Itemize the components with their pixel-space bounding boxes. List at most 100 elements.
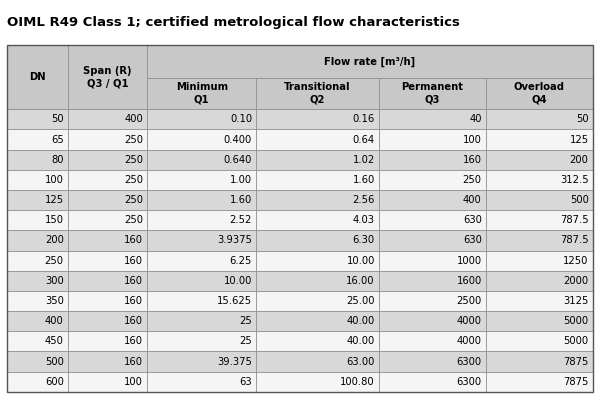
Bar xyxy=(68,150,147,170)
Text: OIML R49 Class 1; certified metrological flow characteristics: OIML R49 Class 1; certified metrological… xyxy=(7,16,460,29)
Bar xyxy=(7,291,68,311)
Bar xyxy=(256,371,379,392)
Bar xyxy=(147,331,256,352)
Bar xyxy=(486,251,593,271)
Bar xyxy=(256,78,379,109)
Bar xyxy=(147,170,256,190)
Text: 630: 630 xyxy=(463,215,482,225)
Bar xyxy=(256,190,379,210)
Bar xyxy=(486,371,593,392)
Text: 7875: 7875 xyxy=(563,357,589,367)
Bar xyxy=(7,331,68,352)
Bar xyxy=(68,331,147,352)
Bar xyxy=(7,45,68,109)
Text: 630: 630 xyxy=(463,235,482,245)
Bar xyxy=(486,352,593,371)
Bar xyxy=(486,78,593,109)
Bar xyxy=(379,190,486,210)
Bar xyxy=(486,109,593,129)
Bar xyxy=(147,352,256,371)
Text: 2000: 2000 xyxy=(563,276,589,286)
Bar xyxy=(7,170,68,190)
Text: 16.00: 16.00 xyxy=(346,276,375,286)
Text: Overload
Q4: Overload Q4 xyxy=(514,83,565,105)
Text: 65: 65 xyxy=(51,134,64,144)
Text: 250: 250 xyxy=(124,195,143,205)
Bar xyxy=(147,251,256,271)
Text: 100.80: 100.80 xyxy=(340,377,375,387)
Text: 40: 40 xyxy=(469,115,482,124)
Bar xyxy=(68,109,147,129)
Bar xyxy=(68,129,147,150)
Text: 350: 350 xyxy=(45,296,64,306)
Bar xyxy=(379,311,486,331)
Text: 0.400: 0.400 xyxy=(224,134,252,144)
Bar xyxy=(486,311,593,331)
Text: 5000: 5000 xyxy=(563,336,589,346)
Bar xyxy=(379,331,486,352)
Bar xyxy=(7,371,68,392)
Bar xyxy=(486,230,593,251)
Bar xyxy=(68,230,147,251)
Text: 2.52: 2.52 xyxy=(230,215,252,225)
Text: 400: 400 xyxy=(463,195,482,205)
Bar xyxy=(379,78,486,109)
Text: 250: 250 xyxy=(463,175,482,185)
Text: 0.640: 0.640 xyxy=(224,155,252,165)
Bar xyxy=(256,311,379,331)
Bar xyxy=(256,109,379,129)
Bar xyxy=(486,210,593,230)
Text: 4000: 4000 xyxy=(457,316,482,326)
Text: 1250: 1250 xyxy=(563,256,589,266)
Bar xyxy=(68,45,147,109)
Bar xyxy=(379,170,486,190)
Bar xyxy=(68,352,147,371)
Bar xyxy=(256,291,379,311)
Text: 50: 50 xyxy=(576,115,589,124)
Bar xyxy=(256,352,379,371)
Text: 50: 50 xyxy=(51,115,64,124)
Bar xyxy=(486,271,593,291)
Text: 200: 200 xyxy=(570,155,589,165)
Text: 1.60: 1.60 xyxy=(230,195,252,205)
Text: 80: 80 xyxy=(51,155,64,165)
Bar xyxy=(147,230,256,251)
Bar xyxy=(147,129,256,150)
Bar xyxy=(147,311,256,331)
Text: 160: 160 xyxy=(124,336,143,346)
Text: 160: 160 xyxy=(124,296,143,306)
Text: 100: 100 xyxy=(45,175,64,185)
Text: 160: 160 xyxy=(124,235,143,245)
Bar xyxy=(256,230,379,251)
Text: 6.30: 6.30 xyxy=(353,235,375,245)
Text: 100: 100 xyxy=(463,134,482,144)
Bar xyxy=(379,109,486,129)
Bar xyxy=(147,371,256,392)
Text: 2.56: 2.56 xyxy=(352,195,375,205)
Bar xyxy=(147,109,256,129)
Text: 0.10: 0.10 xyxy=(230,115,252,124)
Bar xyxy=(379,291,486,311)
Text: 450: 450 xyxy=(45,336,64,346)
Text: 6.25: 6.25 xyxy=(230,256,252,266)
Text: Minimum
Q1: Minimum Q1 xyxy=(176,83,228,105)
Bar xyxy=(147,291,256,311)
Text: 4.03: 4.03 xyxy=(353,215,375,225)
Text: 150: 150 xyxy=(44,215,64,225)
Bar xyxy=(147,45,593,78)
Text: DN: DN xyxy=(29,72,46,82)
Text: 125: 125 xyxy=(569,134,589,144)
Text: 250: 250 xyxy=(124,175,143,185)
Text: 600: 600 xyxy=(45,377,64,387)
Bar xyxy=(379,129,486,150)
Text: 125: 125 xyxy=(44,195,64,205)
Bar xyxy=(7,150,68,170)
Bar xyxy=(256,331,379,352)
Text: 160: 160 xyxy=(124,357,143,367)
Bar xyxy=(68,271,147,291)
Text: 3125: 3125 xyxy=(563,296,589,306)
Text: 160: 160 xyxy=(124,256,143,266)
Text: 25: 25 xyxy=(239,316,252,326)
Text: 787.5: 787.5 xyxy=(560,235,589,245)
Text: 10.00: 10.00 xyxy=(346,256,375,266)
